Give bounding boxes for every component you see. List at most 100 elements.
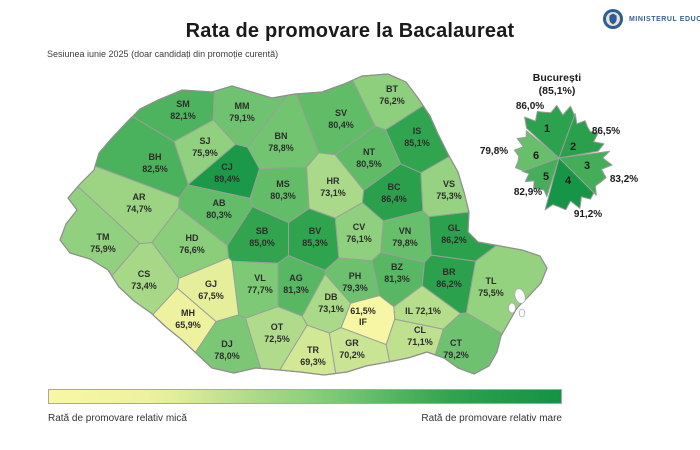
ministry-emblem-icon	[603, 9, 623, 29]
county-BZ-value: 81,3%	[384, 274, 410, 284]
county-BR-code: BR	[443, 267, 456, 277]
county-BV-value: 85,3%	[302, 238, 328, 248]
county-SJ-code: SJ	[199, 136, 210, 146]
sector-6-number: 6	[533, 150, 539, 162]
county-SB-value: 85,0%	[249, 238, 275, 248]
bucharest-sector-labels-layer: 186,0% 2 86,5% 3 83,2% 4 91,2% 582,9% 6 79,8%	[480, 101, 638, 220]
county-IF-code: IF	[359, 317, 368, 327]
sector-2-number: 2	[570, 141, 576, 153]
ministry-name: MINISTERUL EDUCAȚIEI	[629, 15, 700, 23]
sector-4-number: 4	[565, 175, 572, 187]
county-BH-value: 82,5%	[142, 164, 168, 174]
county-GL-value: 86,2%	[441, 235, 467, 245]
county-MS-value: 80,3%	[270, 191, 296, 201]
county-CS-value: 73,4%	[131, 281, 157, 291]
county-MH-code: MH	[181, 308, 195, 318]
county-BT-code: BT	[386, 84, 398, 94]
bucharest-inset-title: București	[533, 72, 582, 84]
county-AB-value: 80,3%	[206, 210, 232, 220]
county-IS-value: 85,1%	[404, 138, 430, 148]
lake-shape	[508, 302, 516, 314]
county-CL-value: 71,1%	[407, 337, 433, 347]
sector-5-value: 82,9%	[514, 187, 542, 198]
page-subtitle: Sesiunea iunie 2025 (doar candidați din …	[47, 49, 279, 59]
county-TL-value: 75,5%	[478, 288, 504, 298]
bucharest-sector-3	[558, 150, 613, 196]
county-BN-value: 78,8%	[268, 143, 294, 153]
sector-3-value: 83,2%	[610, 174, 638, 185]
county-DB-code: DB	[325, 292, 338, 302]
county-labels-layer: SM 82,1% MM 79,1% BT 76,2% SV 80,4% IS 85,1% BN 78,…	[90, 84, 504, 367]
country-border	[59, 73, 548, 376]
sector-2-value: 86,5%	[592, 126, 620, 137]
county-BR-value: 86,2%	[436, 279, 462, 289]
county-DB-value: 73,1%	[318, 304, 344, 314]
county-IL-label: IL 72,1%	[405, 306, 441, 316]
county-AG-code: AG	[289, 273, 303, 283]
lakes-layer	[508, 288, 526, 318]
legend-low-label: Rată de promovare relativ mică	[48, 413, 187, 424]
county-PH-value: 79,3%	[342, 283, 368, 293]
bucharest-sector-6	[513, 130, 560, 172]
county-VN-value: 79,8%	[392, 238, 418, 248]
county-SM-value: 82,1%	[170, 111, 196, 121]
county-BH-code: BH	[149, 152, 162, 162]
county-NT-value: 80,5%	[356, 159, 382, 169]
county-GL-code: GL	[448, 223, 461, 233]
county-BZ-code: BZ	[391, 262, 403, 272]
county-VL-value: 77,7%	[247, 285, 273, 295]
county-BC-code: BC	[388, 182, 401, 192]
county-AR-code: AR	[133, 192, 146, 202]
county-HD-code: HD	[186, 233, 199, 243]
county-BV-code: BV	[309, 226, 322, 236]
sector-1-value: 86,0%	[516, 101, 544, 112]
county-CV-value: 76,1%	[346, 234, 372, 244]
county-AG-value: 81,3%	[283, 285, 309, 295]
county-VS-value: 75,3%	[436, 191, 462, 201]
county-TL-code: TL	[486, 276, 497, 286]
county-GR-code: GR	[345, 338, 359, 348]
bucharest-sector-5	[521, 157, 560, 198]
county-SV-value: 80,4%	[328, 120, 354, 130]
county-BT-value: 76,2%	[379, 96, 405, 106]
sector-5-number: 5	[543, 171, 549, 183]
county-GJ-code: GJ	[205, 279, 217, 289]
county-MM-value: 79,1%	[229, 113, 255, 123]
county-TM-value: 75,9%	[90, 244, 116, 254]
county-SM-code: SM	[176, 99, 190, 109]
bucharest-sector-1	[524, 104, 575, 159]
county-SV-code: SV	[335, 108, 347, 118]
county-VN-code: VN	[399, 226, 412, 236]
bucharest-inset-value: (85,1%)	[539, 85, 576, 97]
county-AB-code: AB	[213, 198, 226, 208]
county-OT-code: OT	[271, 322, 284, 332]
county-AR-value: 74,7%	[126, 204, 152, 214]
bucharest-sectors-layer	[513, 104, 613, 211]
county-CS-code: CS	[138, 269, 151, 279]
bucharest-sector-4	[544, 157, 595, 211]
county-SJ-value: 75,9%	[192, 148, 218, 158]
county-CL-code: CL	[414, 325, 426, 335]
county-TR-value: 69,3%	[300, 357, 326, 367]
county-VS-code: VS	[443, 179, 455, 189]
lake-shape	[514, 288, 526, 304]
county-MH-value: 65,9%	[175, 320, 201, 330]
county-CT-value: 79,2%	[443, 350, 469, 360]
county-HR-value: 73,1%	[320, 188, 346, 198]
ministry-logo: MINISTERUL EDUCAȚIEI	[602, 8, 700, 30]
sector-6-value: 79,8%	[480, 146, 508, 157]
county-GR-value: 70,2%	[339, 350, 365, 360]
county-HD-value: 76,6%	[179, 245, 205, 255]
county-BN-code: BN	[275, 131, 288, 141]
county-SB-code: SB	[256, 226, 269, 236]
lake-shape	[518, 308, 526, 318]
sector-1-number: 1	[544, 123, 550, 135]
legend-high-label: Rată de promovare relativ mare	[421, 413, 562, 424]
county-GJ-value: 67,5%	[198, 291, 224, 301]
county-TM-code: TM	[97, 232, 110, 242]
county-MS-code: MS	[276, 179, 290, 189]
county-NT-code: NT	[363, 147, 375, 157]
county-OT-value: 72,5%	[264, 334, 290, 344]
